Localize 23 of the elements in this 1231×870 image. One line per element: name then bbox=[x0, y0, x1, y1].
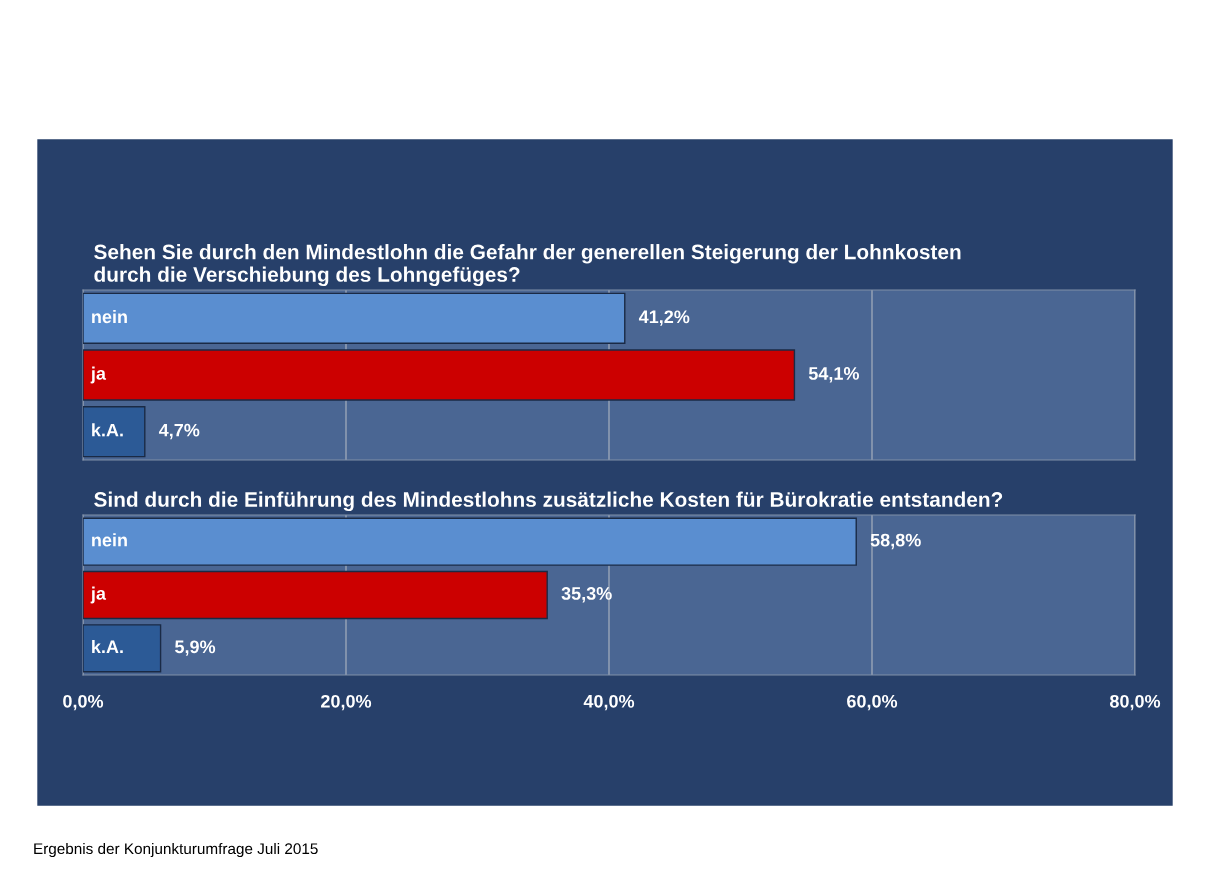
data-label: 54,1% bbox=[808, 367, 860, 383]
x-tick-label: 40,0% bbox=[583, 694, 635, 711]
data-label: 5,9% bbox=[175, 640, 216, 656]
chart-title: Sehen Sie durch den Mindestlohn die Gefahr der generellen Steigerung der Lohnkosten durch die Verschiebung des Lohngefüges? bbox=[94, 244, 961, 287]
bar bbox=[83, 517, 857, 566]
data-label: 4,7% bbox=[158, 423, 200, 440]
category-label: nein bbox=[92, 309, 127, 324]
category-label: ja bbox=[90, 366, 107, 384]
bar bbox=[83, 624, 162, 673]
data-label: 41,2% bbox=[638, 310, 690, 326]
x-tick-label: 60,0% bbox=[847, 694, 898, 711]
data-label: 58,8% bbox=[870, 533, 921, 550]
x-tick-label: 80,0% bbox=[1109, 694, 1161, 711]
category-label: k.A. bbox=[92, 423, 123, 437]
x-tick-label: 0,0% bbox=[63, 694, 104, 711]
chart-title: Sind durch die Einführung des Mindestlohns zusätzliche Kosten für Bürokratie entstanden? bbox=[94, 491, 1003, 512]
data-label: 35,3% bbox=[561, 587, 612, 603]
category-label: ja bbox=[90, 586, 107, 604]
category-label: k.A. bbox=[92, 639, 123, 653]
category-label: nein bbox=[92, 533, 127, 547]
bar bbox=[83, 570, 548, 620]
x-tick-label: 20,0% bbox=[321, 694, 372, 711]
text: Ergebnis der Konjunkturumfrage Juli 2015 bbox=[34, 842, 318, 858]
